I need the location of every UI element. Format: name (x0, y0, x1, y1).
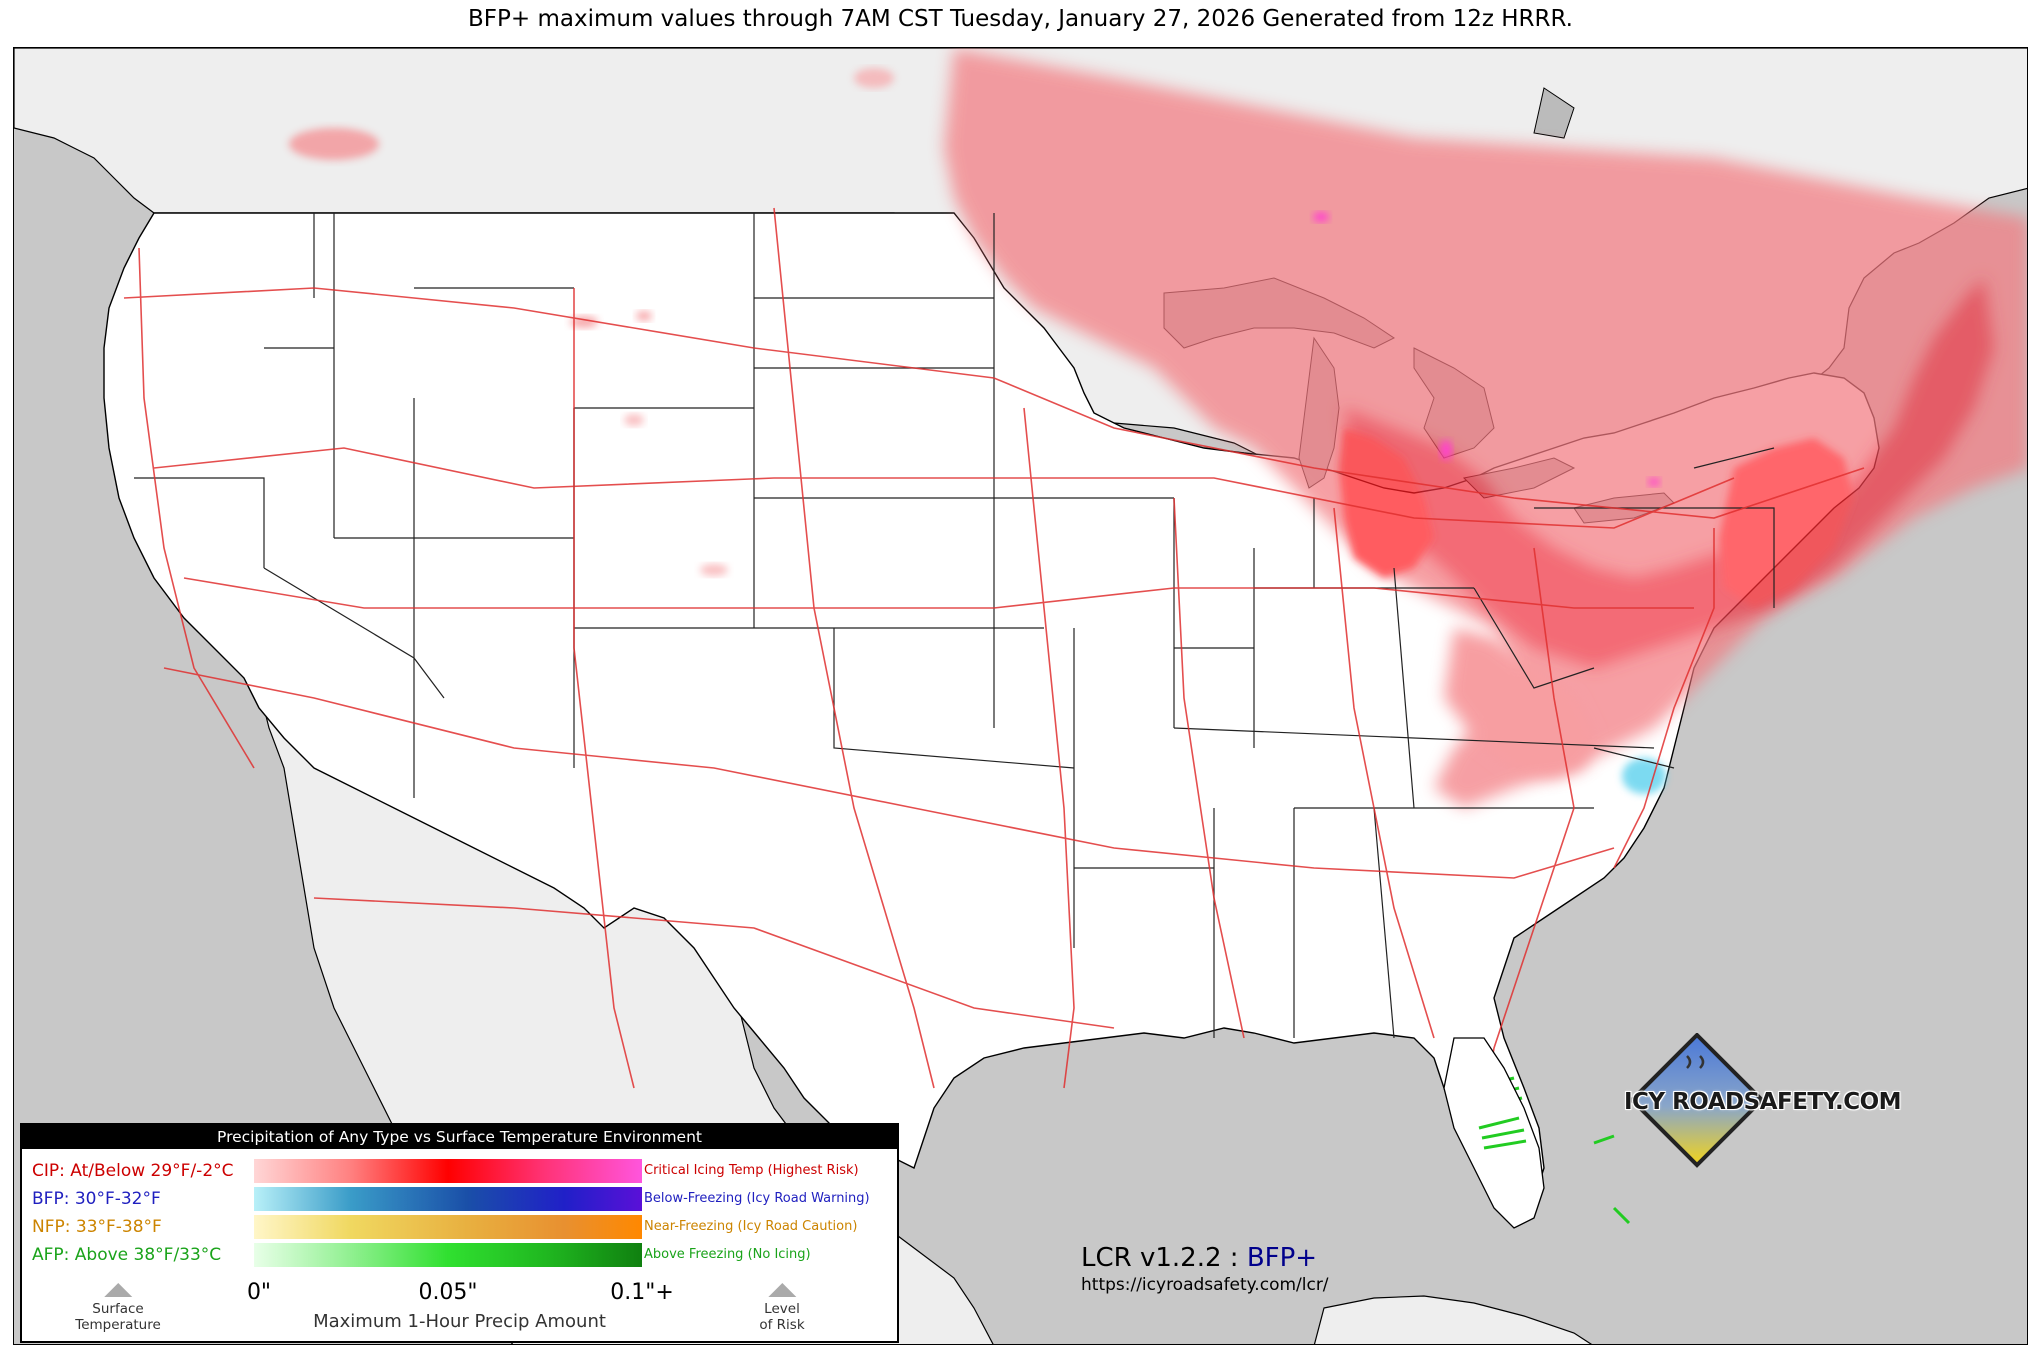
legend-label-cip: CIP: At/Below 29°F/-2°C (32, 1161, 234, 1181)
lcr-url: https://icyroadsafety.com/lcr/ (1081, 1275, 1329, 1295)
lcr-info: LCR v1.2.2 : BFP+ https://icyroadsafety.… (1081, 1243, 1329, 1295)
highways (123, 207, 1865, 1109)
legend-tick-2: 0.1"+ (610, 1280, 674, 1305)
legend-desc-afp: Above Freezing (No Icing) (644, 1247, 811, 1262)
legend-desc-bfp: Below-Freezing (Icy Road Warning) (644, 1191, 870, 1206)
cuba-land (1313, 1295, 1593, 1344)
icy-road-safety-logo: ICY ROADSAFETY.COM (1612, 1032, 1912, 1183)
legend-bar-afp (254, 1243, 642, 1267)
legend-bar-nfp (254, 1215, 642, 1239)
risk-label-line2: of Risk (759, 1317, 805, 1333)
risk-label-line1: Level (764, 1301, 800, 1317)
legend-row-nfp: NFP: 33°F-38°F Near-Freezing (Icy Road C… (22, 1215, 897, 1239)
legend-row-cip: CIP: At/Below 29°F/-2°C Critical Icing T… (22, 1159, 897, 1183)
st-lawrence (1533, 87, 1575, 139)
up-arrow-icon (767, 1283, 796, 1297)
precip-cip (289, 48, 2027, 808)
lcr-version-line: LCR v1.2.2 : BFP+ (1081, 1243, 1329, 1273)
surface-label-line2: Temperature (75, 1317, 161, 1333)
legend-desc-nfp: Near-Freezing (Icy Road Caution) (644, 1219, 858, 1234)
legend-row-bfp: BFP: 30°F-32°F Below-Freezing (Icy Road … (22, 1187, 897, 1211)
legend-bar-cip (254, 1159, 642, 1183)
logo-diamond-icon (1629, 1032, 1765, 1168)
legend-row-afp: AFP: Above 38°F/33°C Above Freezing (No … (22, 1243, 897, 1267)
up-arrow-icon (103, 1283, 132, 1297)
florida-land (1443, 1037, 1545, 1229)
legend-desc-cip: Critical Icing Temp (Highest Risk) (644, 1163, 859, 1178)
legend-surface-temperature: Surface Temperature (75, 1283, 161, 1333)
legend-header: Precipitation of Any Type vs Surface Tem… (22, 1125, 897, 1149)
legend-bar-bfp (254, 1187, 642, 1211)
legend-label-bfp: BFP: 30°F-32°F (32, 1189, 161, 1209)
lcr-product: BFP+ (1246, 1243, 1318, 1273)
logo-text: ICY ROADSAFETY.COM (1624, 1089, 1902, 1115)
legend-tick-1: 0.05" (418, 1280, 478, 1305)
legend-level-of-risk: Level of Risk (759, 1283, 805, 1333)
precip-bfp (1622, 758, 1666, 794)
precip-cip-critical (1313, 212, 1660, 486)
legend-label-nfp: NFP: 33°F-38°F (32, 1217, 162, 1237)
lcr-version: LCR v1.2.2 : (1081, 1243, 1239, 1273)
legend-label-afp: AFP: Above 38°F/33°C (32, 1245, 222, 1265)
map-title: BFP+ maximum values through 7AM CST Tues… (468, 6, 1573, 32)
precip-legend: Precipitation of Any Type vs Surface Tem… (20, 1123, 899, 1343)
surface-label-line1: Surface (92, 1301, 144, 1317)
precip-afp-florida (1478, 1116, 1527, 1150)
legend-tick-0: 0" (246, 1280, 272, 1305)
legend-amount-label: Maximum 1-Hour Precip Amount (313, 1311, 606, 1332)
